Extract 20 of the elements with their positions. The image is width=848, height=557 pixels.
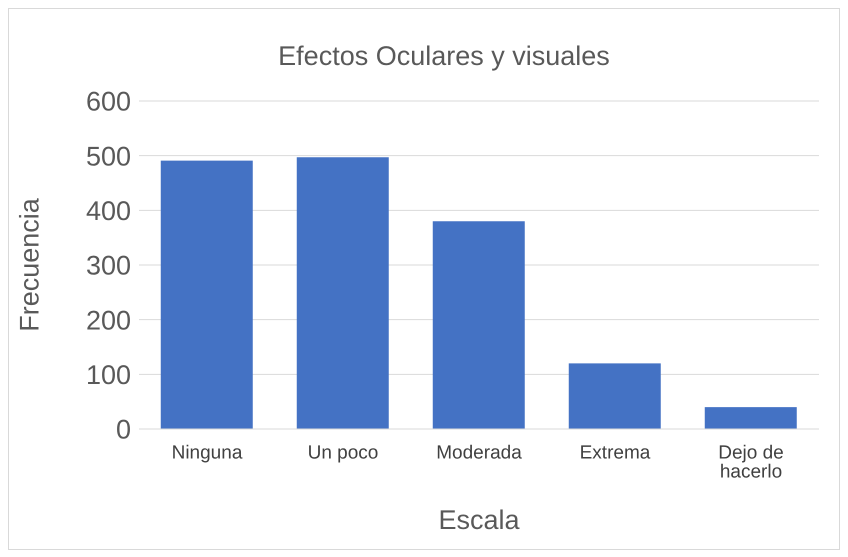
y-tick-label: 200 [86, 305, 131, 336]
x-tick-label: Dejo de hacerlo [718, 442, 784, 482]
y-tick-label: 0 [116, 414, 131, 445]
x-tick-label: Ninguna [172, 442, 243, 464]
y-tick-label: 100 [86, 360, 131, 390]
bar [160, 160, 253, 429]
x-axis-title: Escala [438, 505, 520, 535]
bar [704, 407, 797, 429]
bar [432, 221, 525, 429]
y-axis-title: Frecuencia [14, 197, 45, 332]
x-tick-label: Moderada [436, 442, 522, 464]
y-tick-label: 300 [86, 250, 131, 281]
y-tick-label: 500 [86, 141, 131, 172]
x-tick-label: Extrema [580, 442, 651, 464]
y-tick-label: 400 [86, 196, 131, 226]
y-tick-label: 600 [86, 86, 131, 117]
bar [568, 363, 661, 429]
bar [296, 157, 389, 429]
chart-title: Efectos Oculares y visuales [277, 41, 611, 72]
x-tick-label: Un poco [308, 442, 378, 464]
